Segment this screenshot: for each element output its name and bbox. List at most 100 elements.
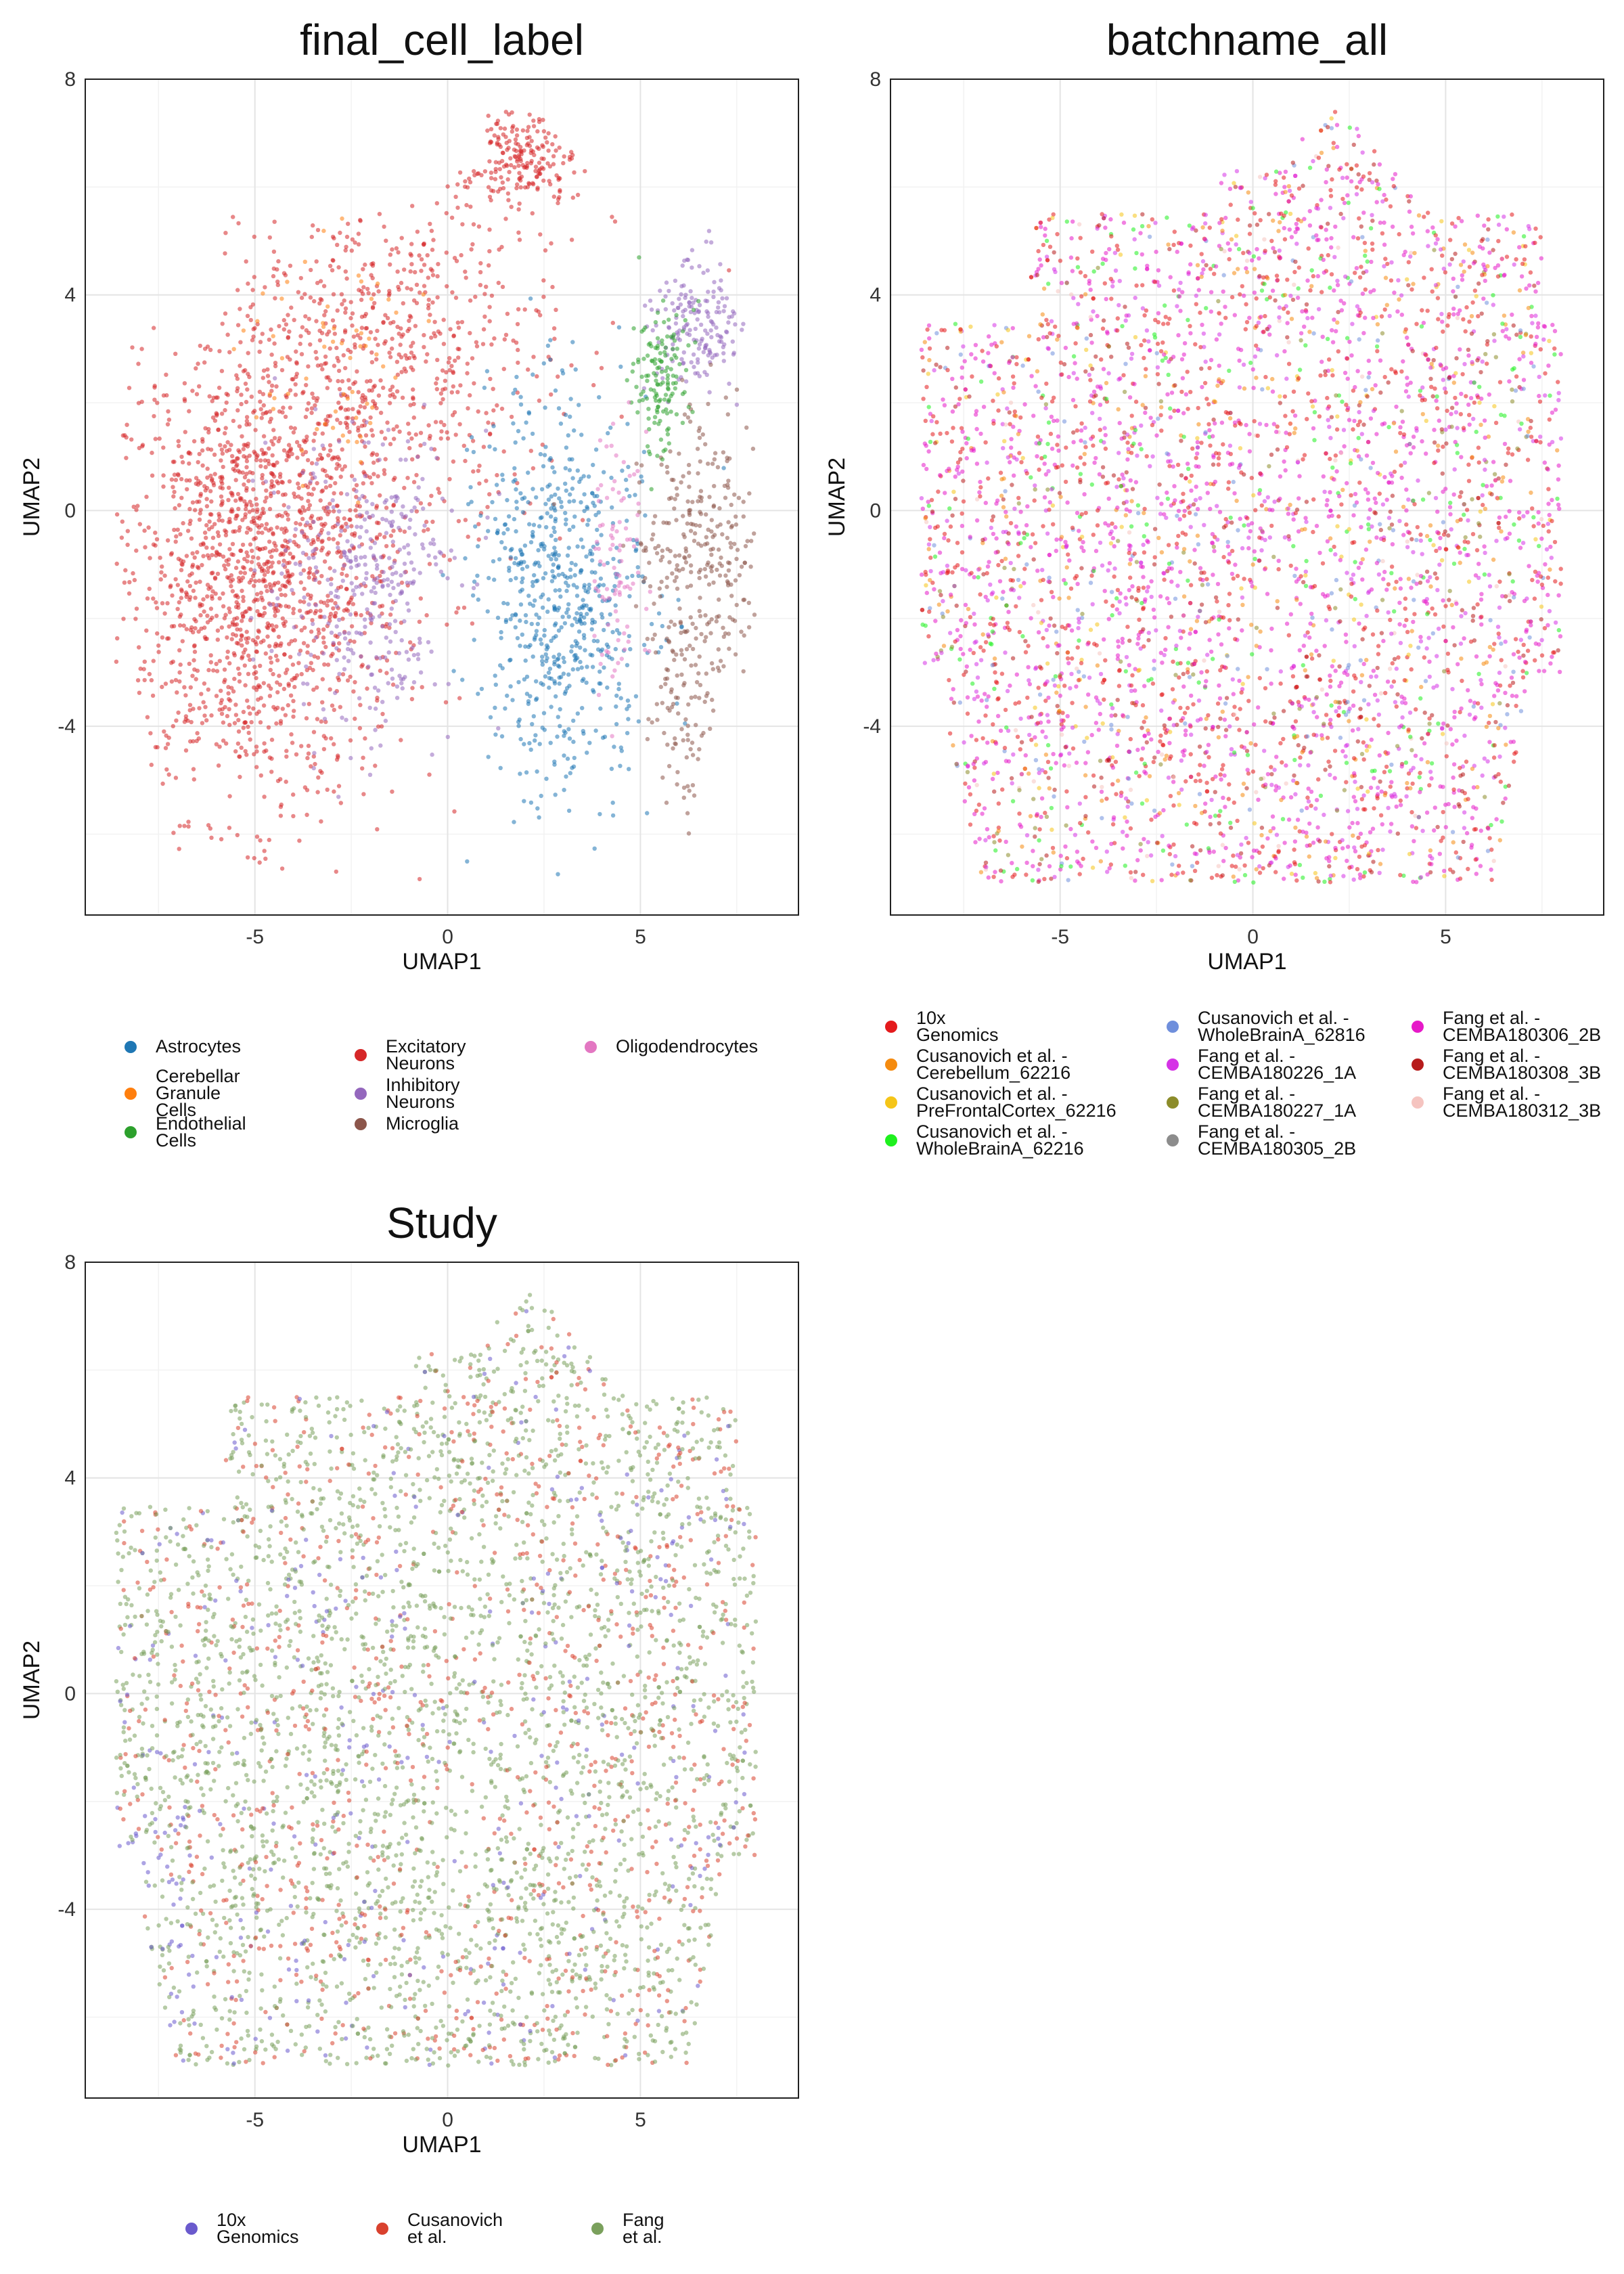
data-point <box>321 651 326 656</box>
data-point <box>307 575 311 580</box>
data-point <box>561 671 566 676</box>
data-point <box>390 564 394 569</box>
data-point <box>591 638 596 644</box>
data-point <box>1188 390 1193 395</box>
data-point <box>731 309 736 314</box>
data-point <box>472 638 476 642</box>
data-point <box>709 568 714 574</box>
data-point <box>438 436 443 441</box>
data-point <box>336 675 340 680</box>
data-point <box>262 849 267 853</box>
data-point <box>701 730 706 736</box>
data-point <box>610 734 614 738</box>
data-point <box>356 428 361 433</box>
data-point <box>679 292 683 297</box>
data-point <box>239 401 244 407</box>
data-point <box>309 267 313 273</box>
data-point <box>187 661 191 666</box>
data-point <box>1423 679 1428 684</box>
data-point <box>204 504 210 509</box>
data-point <box>604 495 610 500</box>
data-point <box>653 545 658 551</box>
data-point <box>509 162 514 168</box>
data-point <box>281 503 286 508</box>
data-point <box>677 553 682 558</box>
data-point <box>1178 309 1183 313</box>
data-point <box>254 592 260 597</box>
data-point <box>447 356 452 361</box>
data-point <box>187 703 193 707</box>
data-point <box>405 439 411 444</box>
data-point <box>255 507 260 512</box>
data-point <box>234 373 239 378</box>
data-point <box>218 443 223 447</box>
data-point <box>309 406 315 411</box>
data-point <box>262 795 267 799</box>
data-point <box>388 355 393 359</box>
data-point <box>271 249 277 254</box>
data-point <box>1263 374 1268 380</box>
data-point <box>563 522 568 527</box>
data-point <box>272 219 277 224</box>
data-point <box>1223 845 1228 851</box>
data-point <box>699 631 704 637</box>
data-point <box>290 587 294 592</box>
data-point <box>390 392 395 397</box>
data-point <box>721 466 726 470</box>
data-point <box>617 573 622 578</box>
data-point <box>1517 655 1522 660</box>
data-point <box>999 558 1004 564</box>
data-point <box>144 628 149 633</box>
data-point <box>151 596 156 601</box>
data-point <box>568 414 572 419</box>
data-point <box>534 612 539 617</box>
data-point <box>412 505 417 510</box>
data-point <box>200 721 205 726</box>
data-point <box>275 460 279 465</box>
data-point <box>409 242 414 246</box>
data-point <box>234 514 239 518</box>
data-point <box>732 492 737 497</box>
data-point <box>1226 797 1231 801</box>
data-point <box>261 681 266 686</box>
data-point <box>275 490 281 495</box>
y-tick-label: 8 <box>64 68 76 91</box>
data-point <box>513 387 518 393</box>
data-point <box>154 606 160 610</box>
data-point <box>493 166 498 171</box>
data-point <box>1381 577 1386 581</box>
data-point <box>468 331 472 336</box>
data-point <box>626 639 631 644</box>
data-point <box>1250 367 1255 372</box>
data-point <box>1248 360 1253 365</box>
data-point <box>241 615 246 619</box>
data-point <box>160 781 165 786</box>
data-point <box>217 518 221 522</box>
data-point <box>628 647 633 652</box>
data-point <box>403 353 408 358</box>
data-point <box>313 761 317 767</box>
data-point <box>115 636 120 641</box>
data-point <box>1232 313 1237 317</box>
data-point <box>581 729 585 734</box>
data-point <box>198 508 203 512</box>
data-point <box>1479 422 1483 427</box>
data-point <box>265 634 270 639</box>
data-point <box>475 573 480 578</box>
data-point <box>165 601 170 606</box>
data-point <box>1303 569 1308 574</box>
data-point <box>275 596 280 601</box>
data-point <box>983 860 989 865</box>
data-point <box>719 288 723 292</box>
data-point <box>345 678 351 683</box>
data-point <box>374 352 379 357</box>
data-point <box>329 630 334 635</box>
data-point <box>498 765 503 771</box>
data-point <box>535 129 540 134</box>
data-point <box>476 691 480 696</box>
data-point <box>255 545 260 551</box>
data-point <box>476 597 480 602</box>
data-point <box>1395 692 1400 697</box>
data-point <box>597 669 602 674</box>
data-point <box>734 387 740 392</box>
